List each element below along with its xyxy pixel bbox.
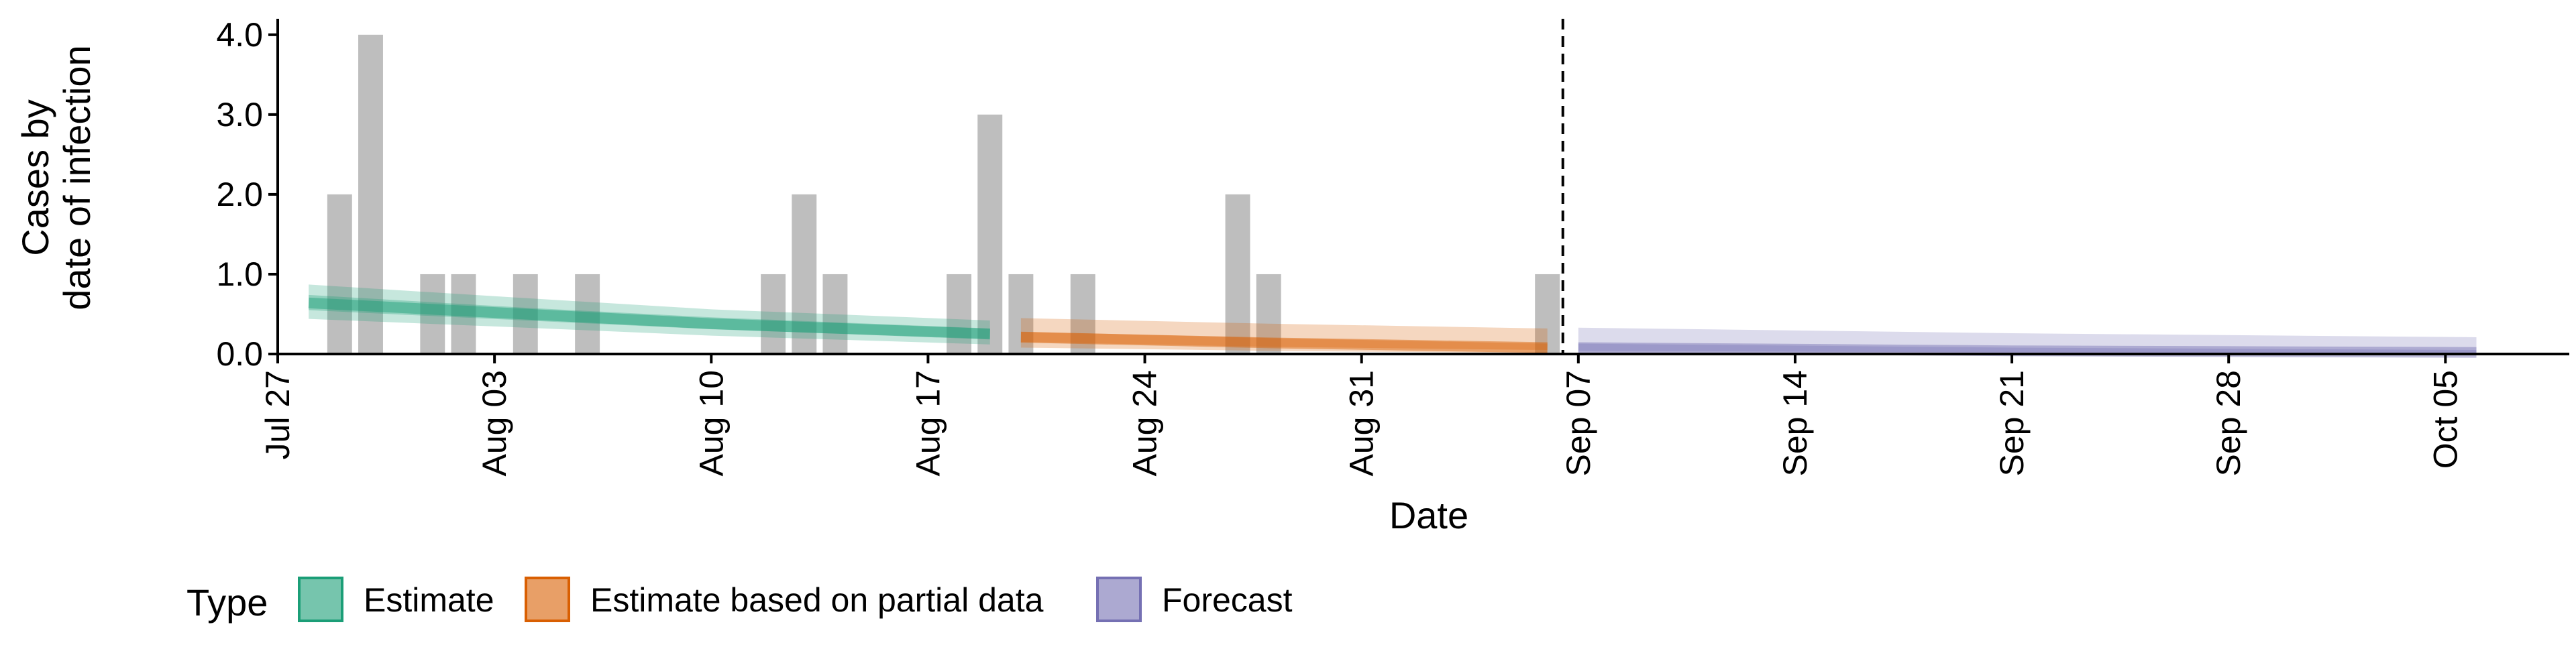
x-tick-label-5: Aug 31 [1343, 370, 1381, 476]
x-tick-label-10: Oct 05 [2426, 370, 2464, 469]
x-tick-label-2: Aug 10 [692, 370, 730, 476]
band-50-0 [309, 294, 990, 339]
bars-layer [327, 34, 1560, 355]
case-bar-12 [1070, 274, 1095, 354]
case-bar-15 [1535, 274, 1560, 354]
x-tick-label-6: Sep 07 [1560, 370, 1597, 476]
case-bar-10 [977, 114, 1003, 354]
y-tick-label-2: 2.0 [216, 176, 263, 213]
median-line-1 [1020, 332, 1548, 353]
y-tick-label-0: 0.0 [216, 335, 263, 373]
x-tick-label-7: Sep 14 [1776, 370, 1814, 476]
band-50-1 [1020, 331, 1548, 351]
case-bar-0 [327, 194, 352, 354]
x-tick-label-4: Aug 24 [1126, 370, 1164, 476]
band-50-2 [1578, 343, 2477, 353]
legend-label-1: Estimate based on partial data [590, 581, 1044, 619]
case-bar-2 [420, 274, 445, 354]
legend-label-0: Estimate [364, 581, 494, 619]
case-bar-11 [1008, 274, 1034, 354]
x-axis-title: Date [1389, 494, 1468, 536]
legend: Type Estimate Estimate based on partial d… [186, 577, 1293, 624]
x-tick-label-0: Jul 27 [259, 370, 297, 459]
y-axis-title-line-2: date of infection [56, 45, 98, 310]
bands-layer [308, 284, 2477, 358]
x-ticks: Jul 27 Aug 03 Aug 10 Aug 17 Aug 24 Aug 31 Sep … [259, 354, 2464, 476]
x-tick-label-8: Sep 21 [1993, 370, 2031, 476]
y-ticks: 0.0 1.0 2.0 3.0 4.0 [216, 16, 278, 373]
axes-layer: 0.0 1.0 2.0 3.0 4.0 Jul 27 Aug 03 Aug 10 Aug 17… [216, 16, 2569, 476]
case-bar-4 [513, 274, 538, 354]
legend-key-0 [298, 577, 343, 622]
y-tick-label-3: 3.0 [216, 96, 263, 133]
legend-key-1 [525, 577, 570, 622]
y-tick-label-1: 1.0 [216, 255, 263, 293]
case-bar-5 [575, 274, 600, 354]
case-bar-1 [358, 34, 383, 355]
case-bar-6 [761, 274, 786, 354]
band-90-1 [1020, 318, 1548, 353]
legend-title: Type [186, 581, 268, 624]
legend-key-2 [1096, 577, 1142, 622]
x-tick-label-1: Aug 03 [476, 370, 513, 476]
band-90-2 [1578, 327, 2477, 354]
y-tick-label-4: 4.0 [216, 16, 263, 54]
case-bar-7 [792, 194, 817, 354]
y-axis-title-line-1: Cases by [14, 99, 56, 255]
case-bar-3 [451, 274, 476, 354]
case-bar-9 [947, 274, 972, 354]
case-bar-14 [1256, 274, 1281, 354]
x-tick-label-9: Sep 28 [2210, 370, 2247, 476]
case-bar-8 [822, 274, 848, 354]
legend-label-2: Forecast [1162, 581, 1293, 619]
band-90-0 [309, 284, 990, 345]
median-line-2 [1578, 342, 2477, 358]
case-bar-13 [1225, 194, 1250, 354]
median-line-0 [308, 297, 991, 340]
x-tick-label-3: Aug 17 [909, 370, 947, 476]
